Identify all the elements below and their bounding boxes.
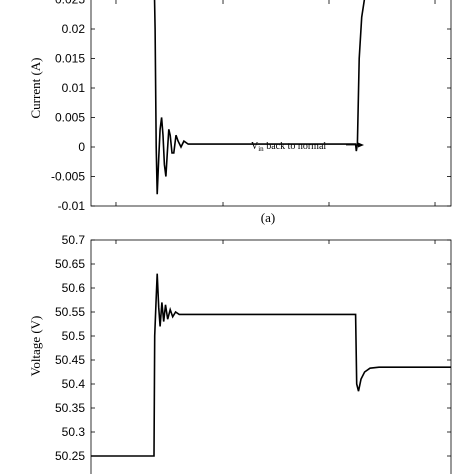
annotation: Vin back to normal [251,141,364,153]
current-y-axis-label: Current (A) [28,57,43,118]
voltage-chart: 50.7 50.65 50.6 50.55 50.5 50.45 50.4 50.35 50.3… [28,233,452,474]
current-plot-frame [90,0,452,207]
voltage-y-tick-label: 50.45 [55,353,85,367]
current-chart: 0.025 0.02 0.015 0.01 0.005 0 -0.005 -0.01 Curr… [28,0,452,225]
annotation-arrowhead [358,142,364,148]
current-y-tick-label: 0.005 [55,111,85,125]
current-y-tick-label: 0.02 [62,22,86,36]
voltage-y-tick-label: 50.3 [62,425,86,439]
voltage-plot-frame [90,239,452,474]
current-y-tick-label: -0.01 [58,199,86,213]
voltage-y-tick-label: 50.4 [62,377,86,391]
annotation-text: Vin back to normal [251,141,326,153]
current-y-tick-label: 0.01 [62,81,86,95]
voltage-y-tick-label: 50.6 [62,281,86,295]
voltage-y-tick-label: 50.5 [62,329,86,343]
voltage-y-tick-label: 50.35 [55,401,85,415]
current-y-tick-label: 0 [78,140,85,154]
voltage-series-line [91,273,451,457]
voltage-y-tick-label: 50.65 [55,257,85,271]
current-series-line [153,0,366,195]
current-y-tick-label: -0.005 [51,170,85,184]
voltage-y-tick-label: 50.55 [55,305,85,319]
voltage-y-axis-label: Voltage (V) [28,316,43,377]
panel-label-a: (a) [261,210,275,225]
current-y-tick-label: 0.015 [55,52,85,66]
voltage-y-tick-label: 50.7 [62,233,86,247]
voltage-y-tick-label: 50.25 [55,449,85,463]
current-y-tick-label: 0.025 [55,0,85,7]
